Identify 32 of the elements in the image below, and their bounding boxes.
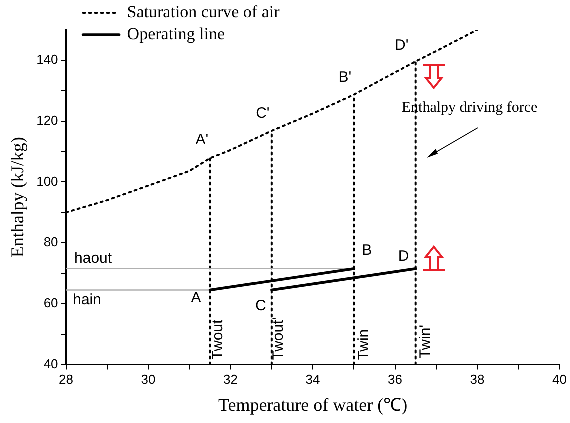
annotation: Twout' (270, 317, 288, 360)
x-tick-label: 30 (141, 372, 156, 388)
y-tick-label: 120 (36, 112, 58, 128)
annotation: D (398, 248, 410, 266)
y-tick-label: 40 (44, 356, 58, 372)
annotation: Twin (355, 329, 372, 360)
x-axis-title: Temperature of water (℃) (218, 394, 408, 415)
annotation: C (255, 297, 266, 314)
x-tick-label: 40 (552, 372, 568, 388)
y-tick-label: 140 (36, 52, 58, 68)
annotation: Enthalpy driving force (402, 100, 538, 116)
annotation: B (362, 242, 372, 260)
annotation: haout (74, 250, 113, 268)
annotation: B' (338, 68, 352, 86)
annotation: A (191, 289, 202, 306)
x-tick-label: 34 (306, 372, 320, 388)
annotation: Twin' (416, 324, 434, 359)
annotation: Twout (209, 318, 226, 360)
x-tick-label: 38 (470, 372, 485, 388)
y-tick-label: 60 (44, 296, 58, 311)
x-tick-label: 28 (59, 372, 74, 388)
annotation: A' (196, 132, 209, 149)
legend-label: Saturation curve of air (127, 2, 280, 22)
annotation: hain (73, 291, 102, 308)
y-axis-title: Enthalpy (kJ/kg) (8, 137, 28, 258)
legend-label: Operating line (127, 24, 226, 44)
annotation: C' (256, 105, 270, 122)
x-tick-label: 36 (388, 372, 403, 388)
annotation: D' (394, 36, 409, 54)
y-tick-label: 80 (44, 234, 58, 250)
y-tick-label: 100 (36, 174, 58, 189)
x-tick-label: 32 (224, 372, 238, 388)
